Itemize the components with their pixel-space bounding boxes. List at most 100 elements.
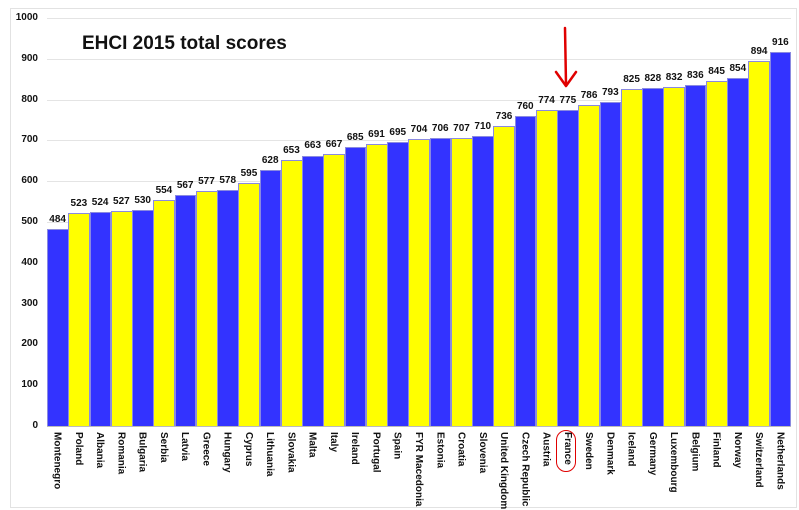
bar-portugal xyxy=(365,144,388,426)
bar-poland xyxy=(68,212,90,426)
bar-albania xyxy=(89,212,112,426)
data-label: 854 xyxy=(729,62,747,74)
x-axis-line xyxy=(47,426,791,427)
x-tick-label: Norway xyxy=(731,432,743,469)
x-tick-label: Greece xyxy=(200,432,212,466)
x-tick-label: Luxembourg xyxy=(668,432,680,493)
data-label: 653 xyxy=(283,144,300,156)
x-tick-label: Iceland xyxy=(625,432,637,467)
data-label: 578 xyxy=(219,175,237,187)
data-label: 704 xyxy=(410,123,428,135)
red-circle-annotation xyxy=(556,430,576,472)
x-tick-label: Poland xyxy=(72,432,84,466)
red-arrow-annotation xyxy=(554,26,578,88)
y-tick-label: 100 xyxy=(21,379,38,391)
x-tick-label: Cyprus xyxy=(242,432,254,467)
data-label: 577 xyxy=(198,175,215,187)
chart-frame xyxy=(10,8,797,508)
gridline xyxy=(47,58,791,60)
data-label: 695 xyxy=(389,127,407,139)
x-tick-label: France xyxy=(561,432,573,465)
y-tick-label: 200 xyxy=(21,338,38,350)
bar-italy xyxy=(323,153,346,426)
data-label: 567 xyxy=(176,179,194,191)
x-tick-label: Montenegro xyxy=(51,432,63,490)
data-label: 706 xyxy=(431,122,449,134)
x-tick-label: Denmark xyxy=(604,432,616,475)
x-tick-label: Bulgaria xyxy=(136,432,148,473)
data-label: 710 xyxy=(474,121,492,133)
bar-switzerland xyxy=(748,61,771,426)
x-tick-label: Spain xyxy=(391,432,403,460)
data-label: 523 xyxy=(70,197,88,209)
data-label: 667 xyxy=(325,138,343,150)
bar-netherlands xyxy=(769,52,792,426)
bar-denmark xyxy=(599,102,622,426)
bar-lithuania xyxy=(259,169,282,426)
data-label: 530 xyxy=(134,194,151,206)
data-label: 691 xyxy=(368,129,385,141)
bar-germany xyxy=(642,88,664,426)
bar-fyr-macedonia xyxy=(408,138,431,426)
x-tick-label: Belgium xyxy=(689,432,701,472)
bar-hungary xyxy=(217,190,239,426)
data-label: 736 xyxy=(495,110,513,122)
data-label: 786 xyxy=(580,90,598,102)
data-label: 845 xyxy=(708,66,725,78)
y-tick-label: 1000 xyxy=(15,12,38,23)
y-tick-label: 600 xyxy=(21,175,38,187)
x-tick-label: Serbia xyxy=(157,432,169,463)
y-tick-label: 300 xyxy=(21,297,38,309)
bar-serbia xyxy=(153,199,176,426)
data-label: 554 xyxy=(155,184,173,196)
x-tick-label: Romania xyxy=(115,432,127,475)
data-label: 524 xyxy=(91,197,109,209)
x-tick-label: FYR Macedonia xyxy=(413,432,424,507)
x-tick-label: Ireland xyxy=(349,432,361,465)
x-tick-label: Portugal xyxy=(370,432,382,473)
data-label: 916 xyxy=(772,37,789,49)
data-label: 828 xyxy=(644,73,662,85)
bar-spain xyxy=(387,142,409,426)
y-tick-label: 500 xyxy=(21,216,38,227)
x-tick-label: Finland xyxy=(710,432,722,468)
x-tick-label: Lithuania xyxy=(264,432,276,477)
data-label: 775 xyxy=(559,94,577,106)
data-label: 685 xyxy=(346,131,364,143)
data-label: 628 xyxy=(261,154,279,166)
x-tick-label: Slovakia xyxy=(285,432,297,473)
bar-bulgaria xyxy=(132,209,154,426)
bar-czech-republic xyxy=(514,115,537,426)
data-label: 707 xyxy=(453,122,470,134)
y-tick-label: 800 xyxy=(21,93,38,105)
bar-estonia xyxy=(429,137,452,426)
bar-greece xyxy=(195,190,218,426)
bar-france xyxy=(557,109,579,426)
data-label: 527 xyxy=(113,195,130,207)
data-label: 663 xyxy=(304,140,322,152)
data-label: 595 xyxy=(240,168,258,180)
bar-slovenia xyxy=(472,136,494,426)
bar-belgium xyxy=(684,84,707,426)
x-tick-label: Italy xyxy=(327,432,339,453)
bar-luxembourg xyxy=(663,86,686,426)
x-tick-label: Slovenia xyxy=(476,432,488,474)
x-tick-label: Sweden xyxy=(583,432,595,470)
data-label: 774 xyxy=(538,95,555,107)
x-tick-label: Latvia xyxy=(179,432,191,461)
x-tick-label: Hungary xyxy=(221,432,233,473)
plot-area: 484 523 524 527 530 554 567 577 578 595 628 653 663 6… xyxy=(47,18,792,426)
bar-austria xyxy=(535,110,558,426)
bar-romania xyxy=(110,210,133,426)
bar-cyprus xyxy=(238,183,261,426)
data-label: 760 xyxy=(516,100,534,112)
data-label: 894 xyxy=(750,46,768,58)
bar-croatia xyxy=(450,137,473,426)
bar-sweden xyxy=(578,105,601,426)
bar-montenegro xyxy=(47,228,69,426)
bar-norway xyxy=(727,77,749,426)
x-tick-label: Estonia xyxy=(434,432,446,469)
x-tick-label: Malta xyxy=(306,432,318,458)
gridline xyxy=(47,18,791,19)
data-label: 836 xyxy=(686,69,704,81)
